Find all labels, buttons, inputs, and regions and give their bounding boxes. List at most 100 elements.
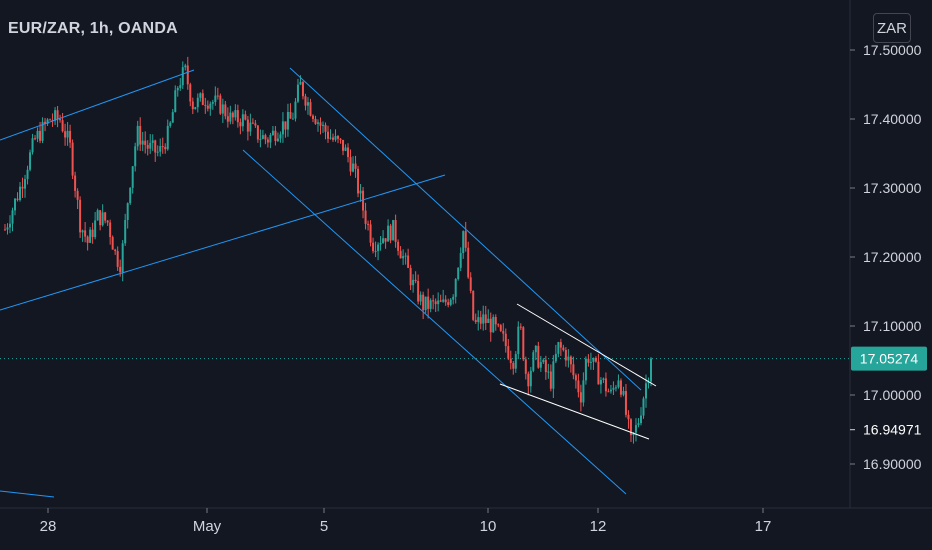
candle-body [604, 378, 607, 392]
wedge-lower-line[interactable] [499, 383, 650, 440]
candle-body [221, 104, 224, 114]
time-axis[interactable]: 28 May 5 10 12 17 [40, 508, 772, 535]
candle-body [482, 314, 485, 324]
candle-body [377, 244, 380, 252]
candle-body [459, 253, 462, 268]
candle-body [19, 186, 22, 200]
candle-body [447, 302, 450, 305]
candle-body [294, 101, 297, 119]
candle-body [632, 432, 635, 436]
candle-body [619, 380, 622, 395]
candle-body [286, 111, 289, 130]
candle-body [144, 140, 147, 145]
candle-body [224, 104, 227, 117]
candle-body [194, 107, 197, 110]
candle-body [134, 146, 137, 167]
candle-body [407, 255, 410, 268]
candle-body [454, 279, 457, 297]
candle-body [271, 130, 274, 135]
candle-body [650, 358, 652, 382]
candle-body [419, 294, 422, 302]
candle-body [469, 277, 472, 291]
lower-left-trendline[interactable] [0, 490, 55, 498]
plot-area[interactable] [0, 56, 850, 498]
candle-body [567, 356, 570, 361]
symbol-title: EUR/ZAR, 1h, OANDA [8, 20, 178, 37]
candle-body [159, 146, 162, 152]
candle-body [244, 114, 247, 120]
candle-body [34, 138, 37, 140]
candle-body [639, 415, 642, 424]
candle-body [462, 231, 465, 254]
candle-body [577, 380, 580, 393]
candle-body [31, 138, 34, 153]
candle-body [246, 119, 249, 132]
candle-body [359, 190, 362, 194]
candle-body [301, 82, 304, 97]
candle-body [54, 110, 57, 121]
drawings[interactable] [0, 67, 657, 498]
ascending-channel-lower-line[interactable] [0, 174, 446, 311]
candle-body [26, 169, 29, 180]
candle-body [347, 147, 350, 158]
candle-body [349, 157, 352, 172]
candle-body [304, 96, 307, 106]
price-axis[interactable]: 17.50000 17.40000 17.30000 17.20000 17.10000… [850, 42, 922, 472]
candle-body [489, 318, 492, 333]
descending-channel-lower-line[interactable] [242, 149, 627, 495]
candle-body [89, 229, 92, 243]
candle-body [437, 300, 440, 305]
time-tick-label: 5 [320, 518, 328, 535]
candle-body [452, 296, 455, 300]
candle-body [94, 220, 97, 238]
candle-body [149, 142, 152, 149]
candle-body [49, 119, 52, 121]
candle-body [439, 300, 442, 302]
candle-body [549, 371, 552, 389]
candle-body [69, 130, 72, 143]
candle-body [404, 255, 407, 257]
candle-body [584, 358, 587, 381]
descending-channel-upper-line[interactable] [289, 67, 642, 391]
candle-body [449, 299, 452, 305]
marked-price-label: 16.94971 [863, 422, 922, 438]
candle-body [494, 317, 497, 325]
candle-body [569, 356, 572, 365]
candle-body [264, 135, 267, 140]
candle-body [174, 90, 177, 113]
candle-body [184, 65, 187, 68]
candle-body [139, 125, 142, 145]
candle-body [201, 93, 204, 105]
candle-body [507, 346, 510, 359]
candle-body [372, 242, 375, 252]
candle-body [397, 241, 400, 251]
candle-body [211, 102, 214, 104]
candle-body [241, 114, 244, 127]
candle-body [61, 120, 64, 132]
candle-body [612, 387, 615, 390]
candle-body [29, 152, 32, 170]
candle-body [84, 230, 87, 237]
wedge-upper-line[interactable] [516, 303, 657, 387]
candle-body [129, 187, 132, 204]
time-tick-label: 28 [40, 518, 57, 535]
currency-button[interactable]: ZAR [873, 13, 911, 43]
time-tick-label: 12 [590, 518, 607, 535]
candle-body [484, 314, 487, 323]
candle-body [76, 190, 79, 200]
candle-body [539, 362, 542, 368]
candle-body [251, 122, 254, 124]
candle-body [71, 142, 74, 176]
candle-body [284, 121, 287, 130]
candle-body [106, 220, 109, 223]
candle-body [367, 223, 370, 225]
candle-body [597, 361, 600, 385]
ascending-channel-upper-line[interactable] [0, 69, 195, 141]
candle-body [311, 115, 314, 119]
candle-body [206, 105, 209, 109]
candle-body [599, 379, 602, 385]
candle-body [609, 389, 612, 392]
